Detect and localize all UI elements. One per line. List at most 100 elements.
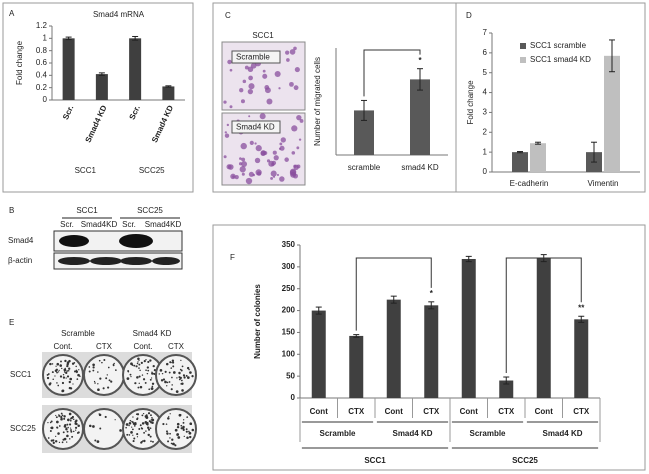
cell xyxy=(223,100,227,104)
colony xyxy=(50,439,53,442)
colony xyxy=(174,428,178,432)
colony xyxy=(103,358,106,361)
colony xyxy=(65,427,67,429)
cell xyxy=(271,160,277,166)
cell xyxy=(296,146,300,150)
blot-band xyxy=(58,257,90,265)
colony xyxy=(136,376,139,379)
colony xyxy=(147,360,150,364)
group-label: Scramble xyxy=(469,429,506,438)
bar xyxy=(129,38,142,100)
image-title: SCC1 xyxy=(252,31,274,40)
colony xyxy=(132,434,134,436)
colony xyxy=(150,387,154,391)
colony xyxy=(175,390,179,393)
blot-group: SCC25 xyxy=(137,206,163,215)
colony xyxy=(146,423,149,426)
colony xyxy=(62,431,65,434)
bar xyxy=(349,335,364,398)
blot-lane: Scr. xyxy=(122,220,136,229)
panel-label: D xyxy=(466,11,472,20)
colony xyxy=(130,431,133,434)
cell xyxy=(254,157,261,164)
cell xyxy=(278,147,282,150)
colony xyxy=(150,377,153,379)
bar xyxy=(162,86,175,100)
y-tick-label: 250 xyxy=(282,284,296,293)
colony xyxy=(143,431,146,434)
colony xyxy=(153,369,156,372)
colony xyxy=(149,378,152,381)
colony xyxy=(64,424,67,427)
colony xyxy=(146,372,149,375)
colony xyxy=(54,375,56,377)
colony xyxy=(170,442,173,445)
colony xyxy=(125,423,129,426)
colony xyxy=(76,378,79,380)
colony xyxy=(162,422,165,426)
colony xyxy=(165,423,168,425)
y-tick-label: 0.8 xyxy=(36,46,48,55)
y-tick-label: 0.4 xyxy=(36,70,48,79)
colony xyxy=(69,419,72,422)
colony xyxy=(147,428,151,431)
y-tick-label: 1 xyxy=(43,33,48,42)
colony xyxy=(61,381,65,385)
colony xyxy=(119,429,122,432)
cell xyxy=(254,142,257,145)
supergroup-label: SCC25 xyxy=(512,456,538,465)
cell xyxy=(266,98,273,105)
colony xyxy=(183,435,185,438)
colony xyxy=(176,425,180,429)
colony xyxy=(63,368,67,372)
colony xyxy=(171,359,175,362)
colony xyxy=(171,376,173,379)
colony xyxy=(59,375,63,378)
x-tick-label: Cont xyxy=(385,407,404,416)
panel-label: A xyxy=(9,9,15,18)
colony xyxy=(47,437,50,439)
colony xyxy=(182,425,185,429)
colony xyxy=(129,373,132,376)
colony xyxy=(140,441,143,444)
colony xyxy=(52,378,54,381)
colony xyxy=(134,382,137,385)
blot-band xyxy=(59,235,89,247)
colony xyxy=(158,373,161,375)
colony xyxy=(58,369,60,372)
colony xyxy=(77,424,80,428)
colony xyxy=(147,369,150,372)
colony xyxy=(115,369,117,371)
cell xyxy=(224,131,227,134)
y-tick-label: 0.6 xyxy=(36,58,48,67)
colony xyxy=(189,435,192,439)
colony xyxy=(55,414,57,417)
cell xyxy=(256,171,262,176)
colony-column: Cont. xyxy=(133,342,152,351)
cell xyxy=(270,170,277,177)
y-tick-label: 3 xyxy=(483,108,488,117)
colony xyxy=(71,415,75,419)
colony xyxy=(73,362,76,364)
y-tick-label: 50 xyxy=(286,371,295,380)
plate xyxy=(155,354,197,396)
y-tick-label: 300 xyxy=(282,262,296,271)
colony xyxy=(183,419,185,421)
colony xyxy=(61,389,64,393)
cell xyxy=(248,75,253,81)
cell xyxy=(289,81,294,87)
cell xyxy=(259,113,266,120)
colony xyxy=(151,416,153,419)
cell xyxy=(241,157,246,162)
cell xyxy=(264,87,271,94)
image-label: Scramble xyxy=(236,53,270,62)
cell xyxy=(272,150,277,155)
colony xyxy=(65,377,67,379)
blot-lane: Scr. xyxy=(60,220,74,229)
cell xyxy=(227,164,234,170)
colony xyxy=(150,421,153,424)
colony xyxy=(61,441,64,444)
colony xyxy=(58,441,61,444)
colony xyxy=(172,371,176,374)
